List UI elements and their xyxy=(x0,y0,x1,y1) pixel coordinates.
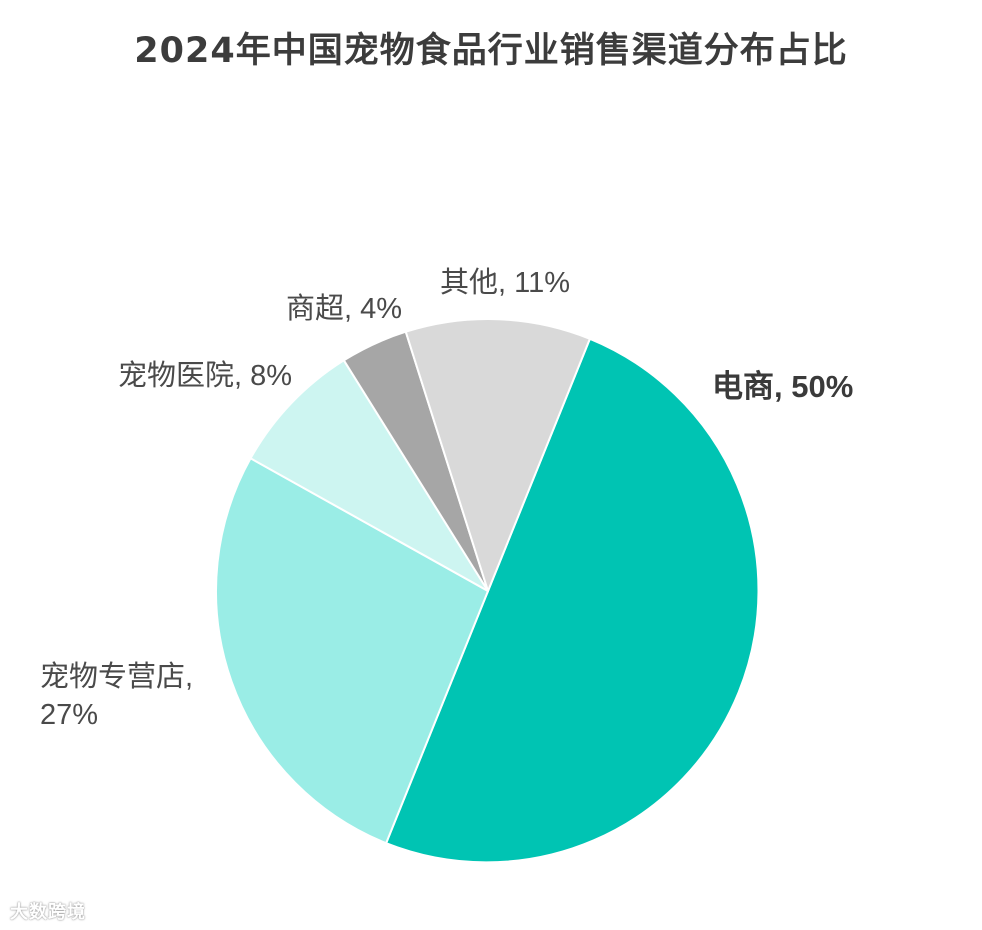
pie-label-1: 电商, 50% xyxy=(712,369,853,404)
watermark-logo: 大数跨境 xyxy=(10,902,86,923)
pie-label-line: 商超, 4% xyxy=(286,292,402,325)
pie-label-3: 宠物医院, 8% xyxy=(118,359,292,392)
pie-slice-3 xyxy=(249,358,489,592)
pie-slice-2 xyxy=(215,456,490,845)
pie-label-line: 其他, 11% xyxy=(440,266,570,299)
chart-title: 2024年中国宠物食品行业销售渠道分布占比 xyxy=(134,31,848,71)
pie-label-line: 27% xyxy=(40,699,98,731)
pie-label-line: 电商, 50% xyxy=(712,369,853,404)
pie-slice-5 xyxy=(404,318,592,594)
pie-label-2: 宠物专营店, 27% xyxy=(40,660,193,731)
pie-slice-1 xyxy=(384,337,760,864)
pie-label-line: 宠物医院, 8% xyxy=(118,359,292,392)
pie-label-4: 商超, 4% xyxy=(286,292,402,325)
pie-labels: 电商, 50% 宠物专营店, 27% 宠物医院, 8% 商超, 4% 其他, 11% xyxy=(40,266,853,731)
pie-label-5: 其他, 11% xyxy=(440,266,570,299)
pie-label-line: 宠物专营店, xyxy=(40,660,193,693)
pie-slices xyxy=(215,318,760,864)
